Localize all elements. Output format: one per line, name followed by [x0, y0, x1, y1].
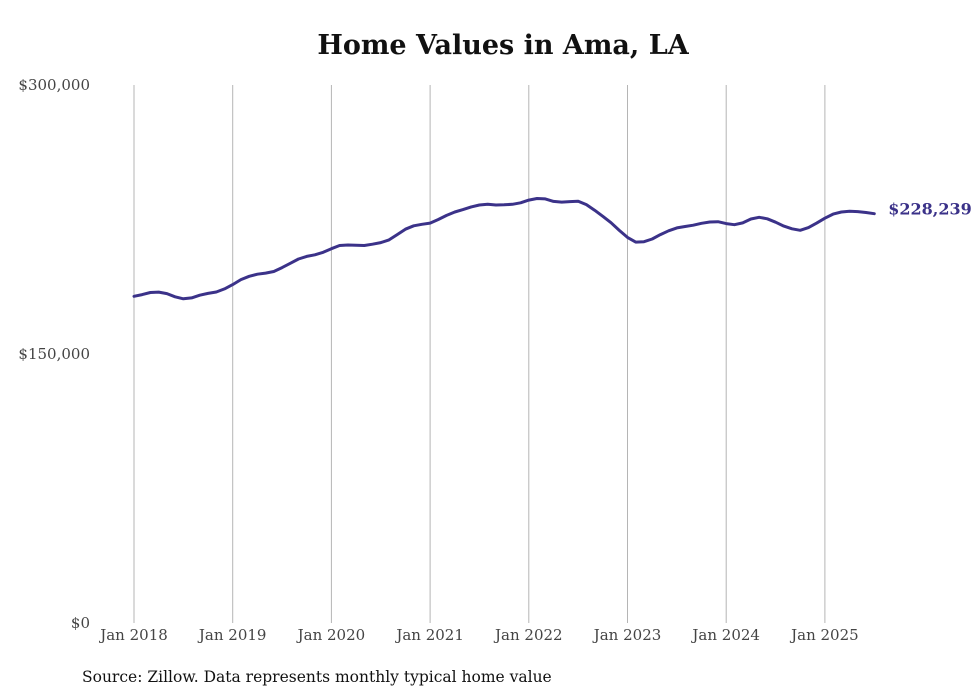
- gridlines: [133, 85, 826, 623]
- x-tick-label: Jan 2024: [690, 626, 760, 644]
- x-tick-label: Jan 2025: [789, 626, 859, 644]
- y-axis-ticks: $0 $150,000 $300,000: [18, 76, 90, 632]
- x-tick-label: Jan 2019: [197, 626, 267, 644]
- x-tick-label: Jan 2021: [394, 626, 464, 644]
- y-tick-label: $0: [71, 614, 90, 632]
- x-tick-label: Jan 2023: [592, 626, 662, 644]
- series-layer: [132, 197, 876, 301]
- x-tick-label: Jan 2018: [98, 626, 168, 644]
- series-line: [132, 197, 876, 301]
- x-axis-ticks: Jan 2018 Jan 2019 Jan 2020 Jan 2021 Jan 2022…: [98, 626, 858, 644]
- x-tick-label: Jan 2020: [296, 626, 366, 644]
- source-note: Source: Zillow. Data represents monthly …: [82, 668, 552, 686]
- x-tick-label: Jan 2022: [493, 626, 563, 644]
- last-value-label: $228,239: [888, 200, 972, 219]
- y-tick-label: $150,000: [18, 345, 90, 363]
- y-tick-label: $300,000: [18, 76, 90, 94]
- chart-title: Home Values in Ama, LA: [317, 30, 689, 61]
